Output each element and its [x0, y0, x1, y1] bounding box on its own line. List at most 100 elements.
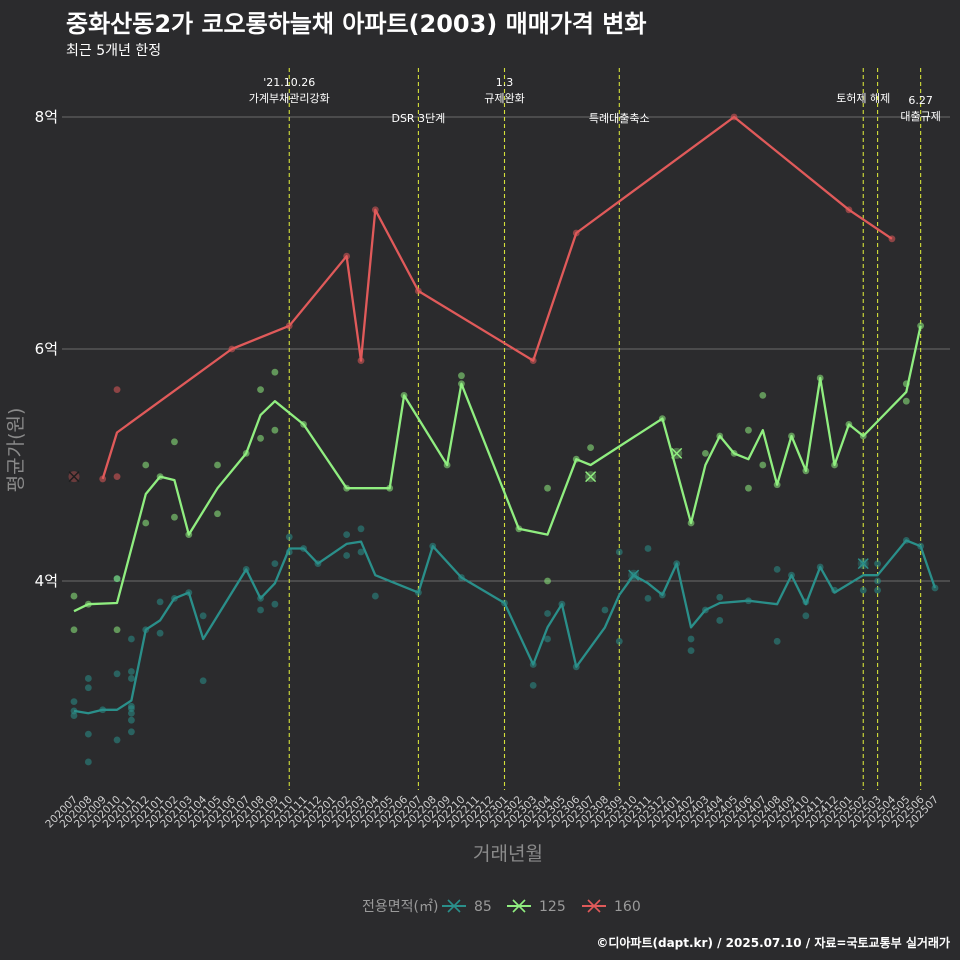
point-85	[113, 670, 121, 678]
point-85	[127, 716, 135, 724]
point-85	[544, 610, 551, 617]
point-85	[802, 612, 810, 620]
cross-marker-125	[671, 447, 683, 459]
line-160	[101, 115, 893, 480]
point-125	[271, 426, 279, 434]
point-125	[113, 575, 121, 583]
chart-subtitle: 최근 5개년 한정	[66, 43, 162, 59]
point-85	[357, 525, 365, 533]
point-85	[127, 709, 135, 717]
point-85	[874, 577, 881, 585]
line-125	[73, 325, 922, 613]
cross-marker-85	[857, 558, 869, 570]
point-85	[84, 730, 92, 738]
event-label-line: 특례대출축소	[589, 112, 650, 125]
y-tick-label: 4억	[35, 572, 58, 590]
point-85	[371, 592, 379, 600]
point-85	[601, 606, 609, 614]
point-85	[199, 612, 207, 620]
point-125	[271, 368, 279, 376]
point-85	[874, 560, 881, 567]
cross-marker-125	[585, 471, 597, 483]
point-125	[745, 426, 752, 434]
point-125	[257, 434, 264, 442]
event-label-line: '21.10.26	[263, 76, 315, 89]
point-125	[458, 372, 465, 380]
point-85	[84, 684, 92, 692]
point-125	[759, 392, 767, 399]
point-125	[587, 444, 594, 451]
point-85	[257, 606, 264, 614]
point-85	[156, 598, 164, 606]
point-85	[127, 675, 135, 682]
point-85	[716, 617, 724, 624]
point-125	[544, 577, 551, 585]
event-label-line: 가계부채관리강화	[249, 92, 330, 105]
point-85	[529, 682, 537, 689]
event-label-line: 대출규제	[900, 110, 940, 123]
y-axis-label: 평균가(원)	[5, 408, 27, 493]
chart-title: 중화산동2가 코오롱하늘채 아파트(2003) 매매가격 변화	[66, 10, 647, 38]
point-85	[271, 560, 279, 567]
legend-swatch-cross-160	[587, 899, 601, 913]
legend-label-125: 125	[539, 899, 566, 915]
point-85	[70, 698, 78, 706]
point-85	[271, 600, 279, 608]
event-label-line: DSR 3단계	[391, 112, 445, 125]
legend-swatch-cross-85	[447, 899, 461, 913]
legend-label-160: 160	[614, 899, 641, 915]
event-label-line: 규제완화	[484, 92, 524, 105]
point-125	[702, 450, 709, 457]
grid-layer	[62, 116, 950, 582]
point-85	[644, 595, 652, 602]
cross-marker-85	[628, 569, 640, 581]
point-85	[773, 637, 781, 645]
point-85	[70, 712, 78, 719]
point-85	[644, 545, 652, 552]
point-125	[70, 626, 78, 634]
point-85	[687, 647, 695, 654]
event-label: '21.10.26 가계부채관리강화	[249, 76, 330, 105]
point-125	[142, 519, 150, 527]
point-125	[214, 461, 221, 469]
point-85	[544, 635, 551, 643]
point-85	[84, 675, 92, 682]
point-85	[84, 758, 92, 766]
point-125	[902, 397, 910, 405]
point-125	[142, 461, 150, 469]
point-125	[745, 484, 752, 492]
event-label: 토허제 해제	[836, 91, 890, 105]
point-85	[156, 629, 164, 637]
point-85	[859, 586, 867, 594]
legend-title: 전용면적(㎡)	[362, 899, 438, 915]
legend-label-85: 85	[474, 899, 492, 915]
point-160	[113, 473, 121, 480]
event-label: DSR 3단계	[391, 112, 445, 125]
point-85	[357, 548, 365, 556]
y-tick-label: 6억	[35, 340, 58, 358]
event-label-line: 1.3	[496, 76, 514, 89]
point-85	[127, 635, 135, 643]
point-85	[687, 635, 695, 643]
point-125	[917, 322, 925, 330]
point-125	[544, 484, 551, 492]
event-label-line: 6.27	[908, 94, 933, 107]
point-85	[615, 548, 623, 556]
series-layer	[68, 113, 939, 766]
point-85	[285, 533, 293, 541]
series-125	[70, 322, 925, 634]
point-125	[70, 592, 78, 600]
event-label: 특례대출축소	[589, 112, 650, 125]
y-tick-label: 8억	[35, 108, 58, 126]
line-85	[73, 539, 937, 715]
point-125	[759, 461, 767, 469]
point-85	[343, 531, 351, 538]
point-85	[127, 728, 135, 736]
event-label: 1.3 규제완화	[484, 76, 524, 105]
point-85	[199, 677, 207, 685]
point-125	[113, 626, 121, 634]
source-credit: ©디아파트(dapt.kr) / 2025.07.10 / 자료=국토교통부 실…	[596, 936, 950, 950]
point-160	[113, 386, 121, 393]
